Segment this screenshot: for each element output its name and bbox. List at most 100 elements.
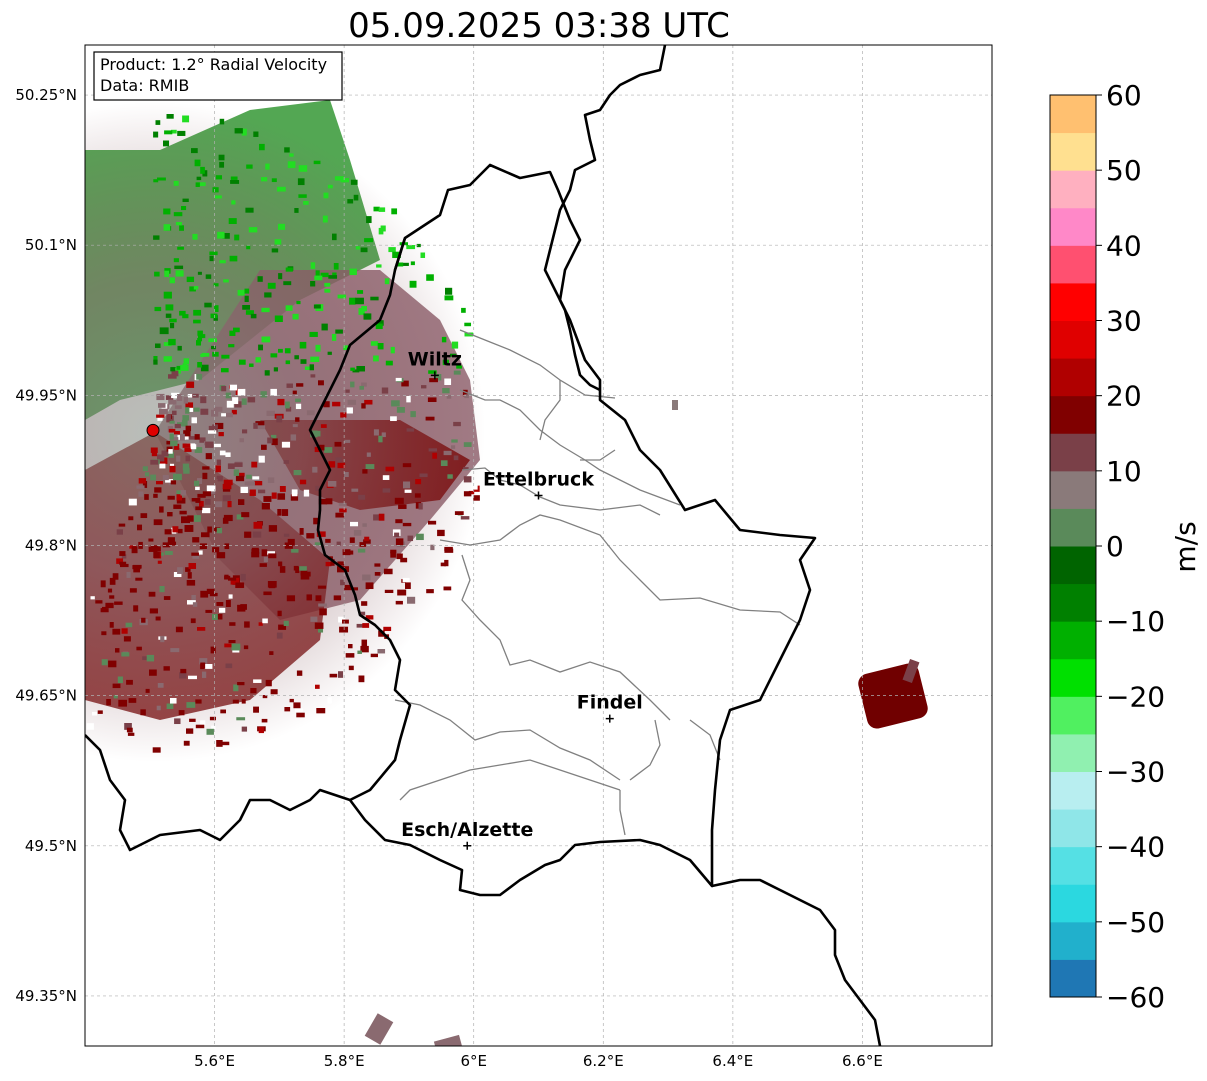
echo-speckle bbox=[362, 623, 370, 628]
echo-speckle bbox=[230, 176, 238, 180]
echo-speckle bbox=[277, 186, 286, 192]
echo-speckle bbox=[444, 559, 449, 567]
echo-speckle-south bbox=[364, 1013, 394, 1045]
echo-speckle bbox=[197, 627, 206, 631]
echo-speckle bbox=[183, 467, 190, 474]
echo-speckle bbox=[385, 360, 393, 366]
echo-speckle bbox=[153, 131, 159, 138]
echo-speckle bbox=[177, 345, 182, 351]
echo-speckle bbox=[262, 695, 268, 699]
colorbar-band bbox=[1050, 282, 1096, 321]
echo-speckle bbox=[113, 695, 118, 699]
echo-speckle bbox=[357, 548, 366, 553]
echo-speckle bbox=[105, 602, 114, 609]
echo-speckle bbox=[392, 251, 401, 259]
echo-speckle bbox=[271, 248, 279, 253]
echo-speckle bbox=[127, 732, 135, 736]
echo-speckle bbox=[186, 276, 195, 283]
echo-speckle bbox=[169, 318, 177, 323]
echo-speckle bbox=[157, 454, 165, 462]
echo-speckle bbox=[187, 572, 192, 579]
echo-speckle bbox=[233, 684, 239, 692]
echo-speckle bbox=[163, 666, 170, 671]
echo-speckle bbox=[463, 476, 472, 483]
echo-speckle bbox=[338, 671, 344, 678]
axis-tick-labels: 5.6°E 5.8°E 6°E 6.2°E 6.4°E 6.6°E 49.35°N 49.5°… bbox=[15, 86, 883, 1070]
echo-speckle bbox=[401, 380, 409, 387]
lon-tick-label: 6.2°E bbox=[583, 1052, 624, 1070]
echo-speckle bbox=[171, 129, 177, 134]
echo-speckle bbox=[184, 525, 194, 532]
echo-speckle bbox=[237, 682, 245, 686]
echo-speckle bbox=[197, 362, 203, 368]
echo-speckle bbox=[362, 469, 368, 474]
echo-speckle bbox=[325, 498, 333, 505]
echo-speckle bbox=[330, 559, 335, 566]
echo-speckle bbox=[313, 517, 318, 525]
echo-speckle bbox=[242, 305, 251, 310]
echo-speckle bbox=[428, 520, 437, 525]
echo-speckle bbox=[231, 200, 236, 205]
echo-speckle bbox=[383, 626, 392, 632]
echo-speckle bbox=[310, 262, 316, 269]
echo-speckle bbox=[315, 485, 320, 491]
echo-speckle bbox=[435, 374, 442, 381]
echo-speckle bbox=[359, 385, 364, 390]
echo-speckle bbox=[210, 646, 216, 654]
city-label-ettelbruck: Ettelbruck bbox=[483, 468, 594, 490]
echo-speckle bbox=[353, 530, 362, 536]
echo-speckle bbox=[182, 415, 189, 421]
germany-border-south bbox=[711, 878, 882, 1046]
echo-speckle bbox=[454, 511, 464, 515]
colorbar-band bbox=[1050, 733, 1096, 772]
echo-speckle bbox=[277, 493, 286, 500]
echo-speckle bbox=[260, 391, 267, 398]
echo-speckle bbox=[154, 271, 160, 277]
echo-speckle bbox=[239, 438, 245, 443]
echo-speckle bbox=[285, 406, 292, 412]
echo-speckle bbox=[202, 491, 212, 497]
echo-speckle bbox=[344, 472, 349, 477]
echo-speckle bbox=[463, 491, 472, 497]
colorbar-band bbox=[1050, 583, 1096, 622]
echo-speckle bbox=[294, 355, 299, 360]
echo-speckle bbox=[159, 408, 168, 415]
echo-speckle bbox=[174, 431, 180, 435]
echo-speckle bbox=[197, 271, 202, 275]
echo-speckle bbox=[164, 130, 173, 135]
echo-speckle bbox=[120, 563, 129, 568]
echo-speckle bbox=[250, 688, 257, 694]
echo-speckle bbox=[119, 551, 126, 556]
echo-speckle bbox=[153, 546, 161, 552]
echo-speckle bbox=[295, 417, 300, 422]
echo-speckle bbox=[219, 607, 226, 613]
colorbar-band bbox=[1050, 132, 1096, 171]
echo-speckle bbox=[117, 676, 123, 684]
echo-speckle bbox=[347, 399, 357, 405]
echo-speckle bbox=[261, 336, 271, 343]
echo-speckle bbox=[247, 397, 256, 403]
echo-speckle bbox=[188, 563, 197, 569]
echo-speckle bbox=[332, 233, 337, 241]
colorbar-tick-label: −10 bbox=[1106, 605, 1165, 638]
colorbar-band bbox=[1050, 921, 1096, 960]
echo-speckle bbox=[228, 344, 235, 348]
echo-speckle bbox=[169, 420, 175, 424]
echo-speckle bbox=[168, 428, 176, 433]
echo-speckle bbox=[290, 494, 299, 501]
echo-speckle bbox=[167, 495, 175, 500]
echo-speckle bbox=[244, 295, 249, 302]
echo-speckle bbox=[148, 538, 154, 542]
echo-speckle bbox=[173, 572, 182, 578]
echo-speckle bbox=[200, 590, 209, 598]
echo-speckle bbox=[215, 501, 223, 508]
echo-speckle bbox=[348, 665, 354, 671]
echo-speckle bbox=[440, 460, 448, 467]
colorbar-tick-label: 10 bbox=[1106, 455, 1142, 488]
echo-speckle bbox=[261, 549, 268, 557]
echo-speckle bbox=[382, 488, 391, 493]
echo-speckle bbox=[167, 512, 173, 517]
echo-speckle bbox=[313, 160, 321, 165]
echo-speckle bbox=[303, 489, 310, 497]
echo-speckle bbox=[415, 479, 422, 485]
